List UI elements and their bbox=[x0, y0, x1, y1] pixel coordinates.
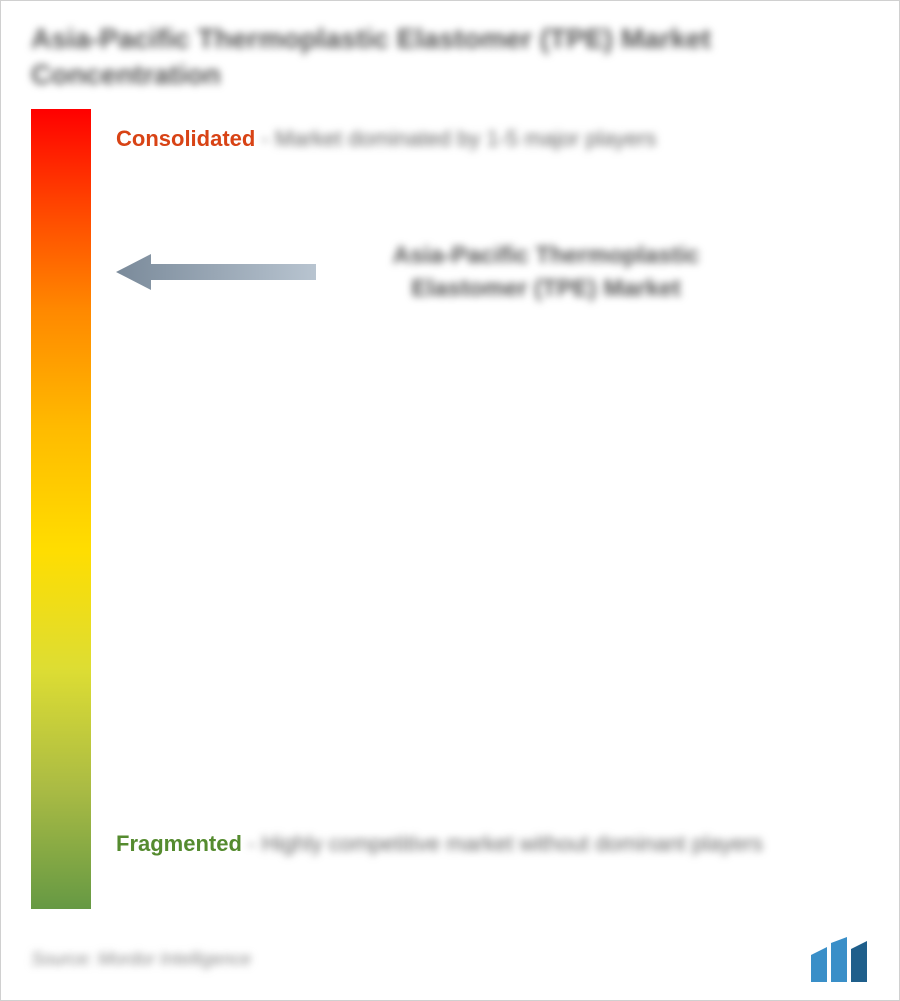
consolidated-label: Consolidated bbox=[116, 126, 255, 151]
fragmented-label: Fragmented bbox=[116, 831, 242, 856]
logo bbox=[809, 937, 869, 982]
arrow-section: Asia-Pacific Thermoplastic Elastomer (TP… bbox=[116, 239, 746, 306]
concentration-gradient-bar bbox=[31, 109, 91, 909]
chart-title: Asia-Pacific Thermoplastic Elastomer (TP… bbox=[31, 21, 869, 94]
fragmented-text: - Highly competitive market without domi… bbox=[248, 831, 763, 856]
consolidated-description: Consolidated - Market dominated by 1-5 m… bbox=[116, 119, 849, 159]
fragmented-description: Fragmented - Highly competitive market w… bbox=[116, 824, 849, 864]
logo-icon bbox=[809, 937, 869, 982]
arrow-icon bbox=[116, 252, 316, 292]
market-label: Asia-Pacific Thermoplastic Elastomer (TP… bbox=[346, 239, 746, 306]
source-text: Source: Mordor Intelligence bbox=[31, 949, 251, 970]
footer: Source: Mordor Intelligence bbox=[31, 937, 869, 982]
main-content: Consolidated - Market dominated by 1-5 m… bbox=[31, 109, 869, 909]
consolidated-text: - Market dominated by 1-5 major players bbox=[261, 126, 656, 151]
gradient-svg bbox=[31, 109, 91, 909]
right-content: Consolidated - Market dominated by 1-5 m… bbox=[116, 109, 869, 909]
chart-container: Asia-Pacific Thermoplastic Elastomer (TP… bbox=[0, 0, 900, 1001]
